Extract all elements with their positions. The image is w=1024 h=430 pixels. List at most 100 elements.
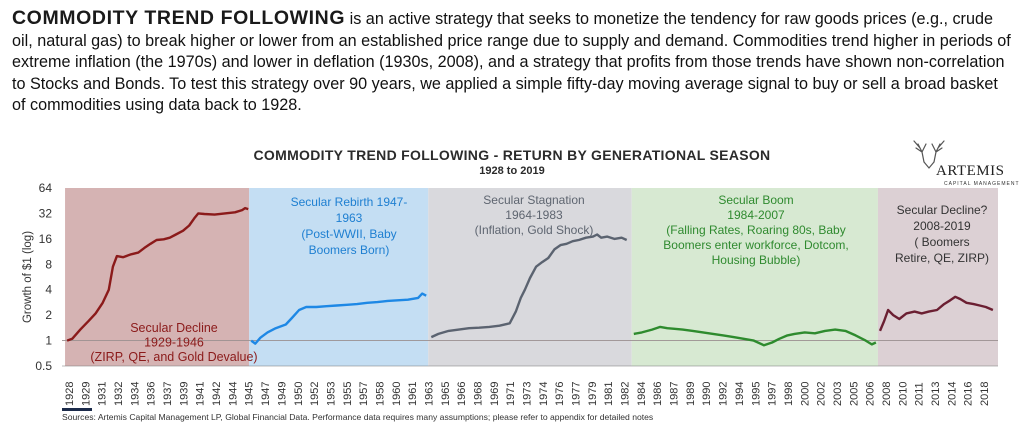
logo-name: ARTEMIS [936,163,1005,179]
stag-logo-icon [913,140,945,169]
x-tick-label: 2016 [963,382,975,406]
series-line-1 [66,206,249,342]
x-tick-label: 1936 [146,382,158,406]
x-tick-label: 1960 [391,382,403,406]
series-line-2 [250,292,427,345]
x-tick-label: 2005 [848,382,860,406]
x-tick-label: 1947 [260,382,272,406]
x-tick-label: 1974 [538,382,550,406]
x-tick-label: 1958 [374,382,386,406]
source-note: Sources: Artemis Capital Management LP, … [62,412,654,422]
x-tick-label: 2010 [897,382,909,406]
season-annotation-line: (Falling Rates, Roaring 80s, Baby [666,223,845,237]
x-tick-label: 2008 [881,382,893,406]
x-tick-label: 1952 [309,382,321,406]
season-annotation-line: 1929-1946 [144,336,204,350]
y-tick-label: 64 [39,181,53,195]
x-tick-label: 1995 [750,382,762,406]
x-tick-label: 1969 [489,382,501,406]
x-tick-label: 1944 [227,382,239,406]
y-axis-label: Growth of $1 (log) [22,231,34,323]
y-tick-label: 0.5 [35,359,52,373]
season-annotation-line: Boomers enter workforce, Dotcom, [663,238,848,252]
x-tick-label: 1934 [129,382,141,406]
x-tick-label: 2014 [946,382,958,406]
season-annotation-line: 1963 [336,211,363,225]
x-tick-label: 1968 [472,382,484,406]
season-band-2 [249,188,429,366]
x-tick-label: 1928 [64,382,76,406]
intro-lead: COMMODITY TREND FOLLOWING [12,7,346,29]
season-annotation-line: Secular Rebirth 1947- [291,195,408,209]
season-annotation-line: 2008-2019 [913,219,971,233]
x-tick-label: 1950 [293,382,305,406]
x-tick-label: 1961 [407,382,419,406]
season-annotation-line: Retire, QE, ZIRP) [895,251,989,265]
x-tick-label: 1941 [195,382,207,406]
x-tick-label: 1998 [783,382,795,406]
x-tick-label: 1973 [522,382,534,406]
x-tick-label: 1986 [652,382,664,406]
intro-body: is an active strategy that seeks to mone… [12,10,1011,114]
x-tick-label: 1957 [358,382,370,406]
season-band-5 [877,188,998,366]
x-tick-label: 1989 [685,382,697,406]
x-tick-label: 2018 [979,382,991,406]
x-tick-label: 2006 [865,382,877,406]
logo-subtitle: CAPITAL MANAGEMENT [944,181,1020,187]
season-annotation-line: Secular Stagnation [483,193,584,207]
x-tick-label: 1982 [620,382,632,406]
x-tick-label: 1997 [767,382,779,406]
y-tick-label: 2 [45,308,52,322]
x-tick-label: 1992 [718,382,730,406]
x-tick-label: 1990 [701,382,713,406]
series-line-4 [633,325,877,347]
x-tick-label: 1971 [505,382,517,406]
x-tick-label: 1976 [554,382,566,406]
x-tick-label: 1937 [162,382,174,406]
x-tick-label: 1981 [603,382,615,406]
season-annotation-line: 1984-2007 [727,208,785,222]
season-annotation-line: Secular Decline? [897,203,988,217]
y-tick-label: 16 [39,232,53,246]
season-band-1 [65,188,250,366]
season-annotation-line: 1964-1983 [505,208,563,222]
x-tick-label: 2003 [832,382,844,406]
x-tick-label: 1994 [734,382,746,406]
season-annotation-line: Housing Bubble) [712,253,801,267]
season-annotation-line: (ZIRP, QE, and Gold Devalue) [90,350,257,364]
x-tick-label: 1939 [178,382,190,406]
y-tick-label: 32 [39,206,53,220]
intro-paragraph: COMMODITY TREND FOLLOWING is an active s… [12,7,1014,117]
y-tick-label: 4 [45,283,52,297]
x-tick-label: 2013 [930,382,942,406]
x-tick-label: 2011 [914,382,926,406]
x-tick-label: 1987 [669,382,681,406]
x-tick-label: 1932 [113,382,125,406]
season-annotation-line: Secular Decline [130,321,218,335]
season-band-4 [631,188,878,366]
x-tick-label: 1955 [342,382,354,406]
x-tick-label: 1979 [587,382,599,406]
x-tick-label: 1977 [571,382,583,406]
x-tick-label: 1963 [423,382,435,406]
x-tick-label: 2002 [816,382,828,406]
x-tick-label: 1984 [636,382,648,406]
x-tick-label: 1949 [276,382,288,406]
chart-subtitle: 1928 to 2019 [479,165,545,177]
x-tick-label: 1953 [325,382,337,406]
x-tick-label: 1942 [211,382,223,406]
series-line-3 [430,233,628,339]
x-tick-label: 1945 [244,382,256,406]
season-annotation-line: (Inflation, Gold Shock) [475,223,594,237]
season-annotation-line: Boomers Born) [309,243,390,257]
season-annotation-line: (Post-WWII, Baby [301,227,396,241]
x-tick-label: 1965 [440,382,452,406]
y-tick-label: 8 [45,257,52,271]
x-tick-label: 2000 [799,382,811,406]
chart-title: COMMODITY TREND FOLLOWING - RETURN BY GE… [253,147,771,163]
season-annotation-line: ( Boomers [914,235,969,249]
source-divider-mark [62,408,92,411]
x-tick-label: 1929 [80,382,92,406]
